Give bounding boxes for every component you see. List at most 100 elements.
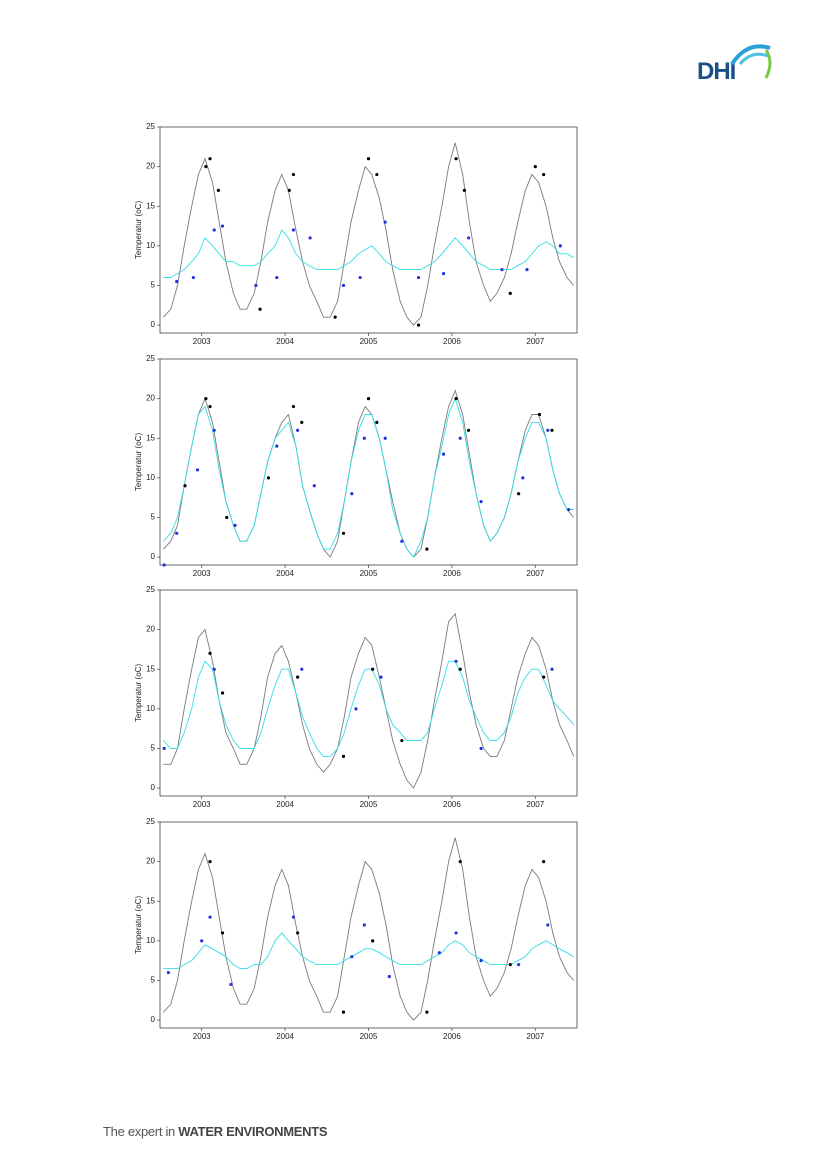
y-tick-label: 5 — [151, 744, 156, 753]
data-point — [462, 188, 467, 192]
data-point — [225, 515, 229, 520]
series-line — [163, 229, 574, 278]
data-point — [204, 165, 208, 169]
data-point — [166, 970, 170, 975]
data-point — [454, 157, 458, 161]
data-point — [466, 236, 471, 240]
y-axis-label: Temperatur (oC) — [134, 201, 143, 260]
data-point — [366, 397, 371, 401]
x-tick-label: 2003 — [193, 800, 211, 809]
y-axis-label: Temperatur (oC) — [134, 896, 143, 955]
data-point — [175, 279, 179, 284]
x-tick-label: 2005 — [360, 800, 378, 809]
data-point — [275, 275, 279, 280]
data-point — [162, 746, 166, 751]
x-tick-label: 2007 — [526, 569, 544, 578]
data-point — [537, 412, 542, 417]
y-tick-label: 10 — [146, 473, 155, 482]
y-tick-label: 0 — [151, 320, 156, 329]
x-tick-label: 2005 — [360, 337, 378, 346]
data-point — [266, 476, 271, 480]
x-tick-label: 2006 — [443, 800, 461, 809]
y-tick-label: 20 — [146, 625, 155, 634]
data-point — [454, 931, 458, 935]
data-point — [362, 923, 366, 927]
series-line — [162, 142, 575, 326]
data-point — [287, 188, 291, 192]
data-point — [208, 860, 212, 864]
data-point — [375, 172, 379, 177]
series-line — [163, 932, 574, 970]
data-point — [546, 923, 550, 927]
data-point — [425, 1010, 429, 1014]
data-point — [233, 523, 237, 527]
data-point — [479, 746, 483, 751]
data-point — [220, 691, 225, 695]
series-line — [162, 660, 575, 757]
y-tick-label: 25 — [146, 354, 155, 363]
y-tick-label: 25 — [146, 585, 155, 594]
data-point — [341, 1010, 346, 1014]
y-tick-label: 20 — [146, 857, 155, 866]
series-line — [162, 397, 574, 558]
data-point — [341, 531, 346, 535]
data-point — [208, 404, 212, 409]
data-point — [437, 951, 441, 955]
x-tick-label: 2003 — [193, 1032, 211, 1041]
data-point — [375, 420, 379, 424]
series-line — [163, 612, 575, 789]
data-point — [354, 707, 358, 711]
data-point — [479, 959, 483, 963]
x-tick-label: 2005 — [360, 569, 378, 578]
data-point — [458, 667, 462, 671]
data-point — [383, 436, 387, 440]
x-tick-label: 2007 — [526, 1032, 544, 1041]
data-point — [229, 982, 233, 987]
data-point — [220, 224, 225, 228]
data-point — [175, 531, 179, 535]
y-axis-label: Temperatur (oC) — [134, 433, 143, 492]
data-point — [466, 428, 471, 432]
data-point — [546, 428, 550, 432]
y-tick-label: 0 — [151, 1015, 156, 1024]
data-point — [458, 436, 462, 440]
data-point — [558, 244, 562, 248]
data-point — [300, 420, 304, 424]
x-tick-label: 2004 — [276, 337, 294, 346]
data-point — [521, 476, 525, 480]
footer-strong: WATER ENVIRONMENTS — [178, 1124, 328, 1139]
data-point — [383, 220, 387, 224]
x-tick-label: 2007 — [526, 800, 544, 809]
data-point — [275, 444, 279, 448]
data-point — [358, 275, 362, 280]
data-point — [416, 275, 421, 280]
data-point — [350, 492, 354, 496]
x-tick-label: 2006 — [443, 337, 461, 346]
data-point — [296, 675, 300, 679]
data-point — [550, 428, 554, 432]
data-point — [200, 939, 204, 943]
data-point — [341, 283, 346, 288]
data-point — [296, 428, 300, 432]
data-point — [517, 492, 521, 496]
data-point — [517, 963, 521, 967]
data-point — [500, 268, 504, 272]
data-point — [441, 271, 446, 276]
data-point — [291, 172, 296, 177]
data-point — [350, 955, 354, 959]
plot-frame — [159, 358, 578, 566]
data-point — [508, 963, 512, 967]
logo-waves — [730, 44, 772, 79]
data-point — [400, 738, 404, 743]
data-point — [454, 659, 458, 663]
y-tick-label: 5 — [151, 976, 156, 985]
data-point — [208, 157, 212, 161]
x-tick-label: 2006 — [443, 569, 461, 578]
data-point — [567, 507, 571, 512]
y-tick-label: 10 — [146, 704, 155, 713]
data-point — [220, 931, 225, 935]
data-point — [379, 675, 383, 679]
y-tick-label: 15 — [146, 433, 155, 442]
y-tick-label: 25 — [146, 122, 155, 131]
y-axis-label: Temperatur (oC) — [134, 664, 143, 723]
